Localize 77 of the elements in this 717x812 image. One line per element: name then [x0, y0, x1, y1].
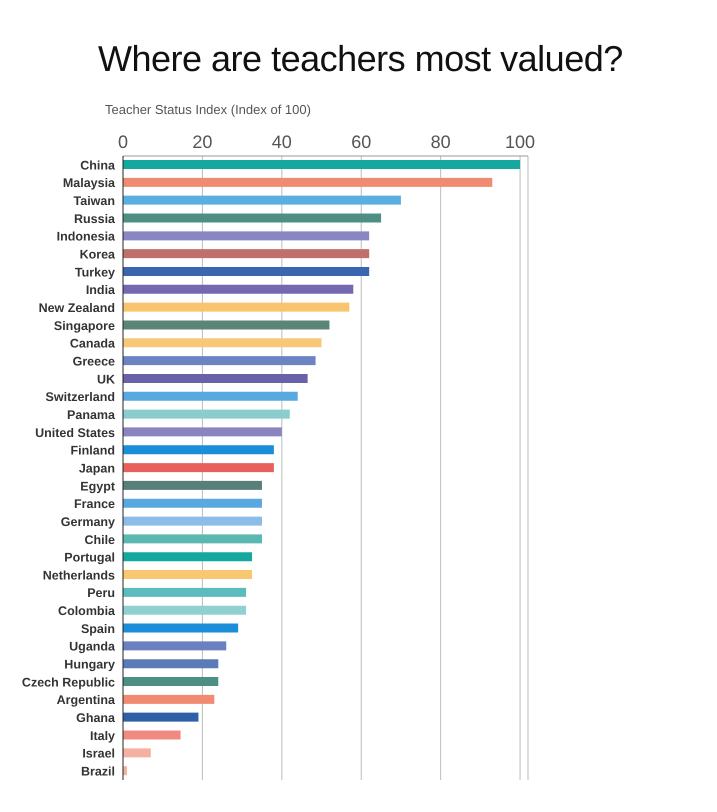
bar [123, 231, 370, 240]
x-axis-title: Teacher Status Index (Index of 100) [104, 101, 312, 119]
y-tick-label: France [74, 497, 116, 512]
bar [123, 266, 370, 276]
x-tick-label: 60 [351, 132, 372, 152]
y-tick-label: Singapore [54, 318, 116, 333]
y-tick-label: Colombia [58, 604, 116, 618]
bar [123, 570, 252, 580]
bar [123, 213, 382, 222]
y-tick-label: Taiwan [74, 194, 115, 208]
y-tick-label: Egypt [80, 479, 116, 494]
y-tick-label: Russia [74, 212, 116, 226]
y-tick-label: Malaysia [62, 176, 116, 190]
y-tick-label: Chile [84, 532, 116, 547]
bar [123, 748, 151, 758]
bar [123, 284, 354, 294]
y-tick-label: India [86, 283, 116, 298]
y-tick-label: Greece [72, 354, 116, 368]
y-tick-label: Brazil [80, 764, 115, 779]
bar [123, 427, 282, 436]
y-tick-label: Indonesia [56, 230, 116, 244]
y-tick-label: Uganda [69, 640, 116, 654]
y-tick-label: Korea [80, 247, 116, 262]
y-tick-label: Israel [82, 746, 115, 761]
y-tick-label: Portugal [64, 550, 115, 565]
y-tick-label: Switzerland [46, 390, 115, 404]
bar [123, 320, 330, 330]
bar [123, 641, 226, 650]
bar [123, 374, 308, 383]
y-tick-label: Canada [70, 336, 116, 351]
bar [123, 249, 370, 258]
bar [123, 534, 262, 544]
bar [123, 516, 262, 526]
y-tick-label: Ghana [76, 711, 116, 726]
y-tick-label: Turkey [74, 265, 116, 280]
y-tick-label: Argentina [56, 693, 116, 708]
bar [123, 196, 401, 205]
y-tick-label: Italy [90, 728, 116, 743]
x-tick-label: 0 [118, 132, 128, 152]
bar [123, 659, 218, 668]
bar [123, 480, 262, 490]
bar [123, 498, 262, 508]
x-tick-label: 100 [505, 132, 536, 152]
bar [123, 338, 322, 348]
bar [123, 392, 298, 401]
bar [123, 694, 214, 704]
x-tick-label: 40 [272, 132, 292, 152]
y-tick-label: Hungary [64, 658, 116, 672]
bar [123, 463, 274, 472]
y-tick-label: Spain [80, 622, 115, 636]
y-tick-label: China [80, 158, 116, 172]
bar [123, 712, 198, 722]
bar [123, 410, 290, 419]
bar [123, 178, 492, 187]
y-tick-label: UK [96, 372, 115, 386]
bar [123, 160, 520, 169]
y-tick-label: Czech Republic [22, 675, 116, 690]
chart-title: Where are teachers most valued? [97, 37, 624, 81]
x-tick-label: 80 [430, 132, 451, 152]
x-tick-label: 20 [192, 132, 212, 152]
y-tick-label: New Zealand [38, 300, 115, 315]
y-tick-label: Netherlands [42, 568, 116, 582]
y-tick-label: Japan [78, 461, 115, 476]
y-tick-label: Peru [87, 586, 115, 600]
bar [123, 624, 238, 633]
bar [123, 588, 246, 597]
bar [123, 552, 252, 562]
bar [123, 677, 218, 686]
bar [123, 730, 181, 740]
bar [123, 445, 274, 454]
y-tick-label: United States [35, 426, 116, 440]
bar [123, 606, 246, 615]
y-tick-label: Finland [70, 444, 115, 458]
bar [123, 302, 350, 312]
y-tick-label: Panama [67, 408, 116, 422]
bar [123, 356, 316, 366]
y-tick-label: Germany [60, 514, 116, 529]
